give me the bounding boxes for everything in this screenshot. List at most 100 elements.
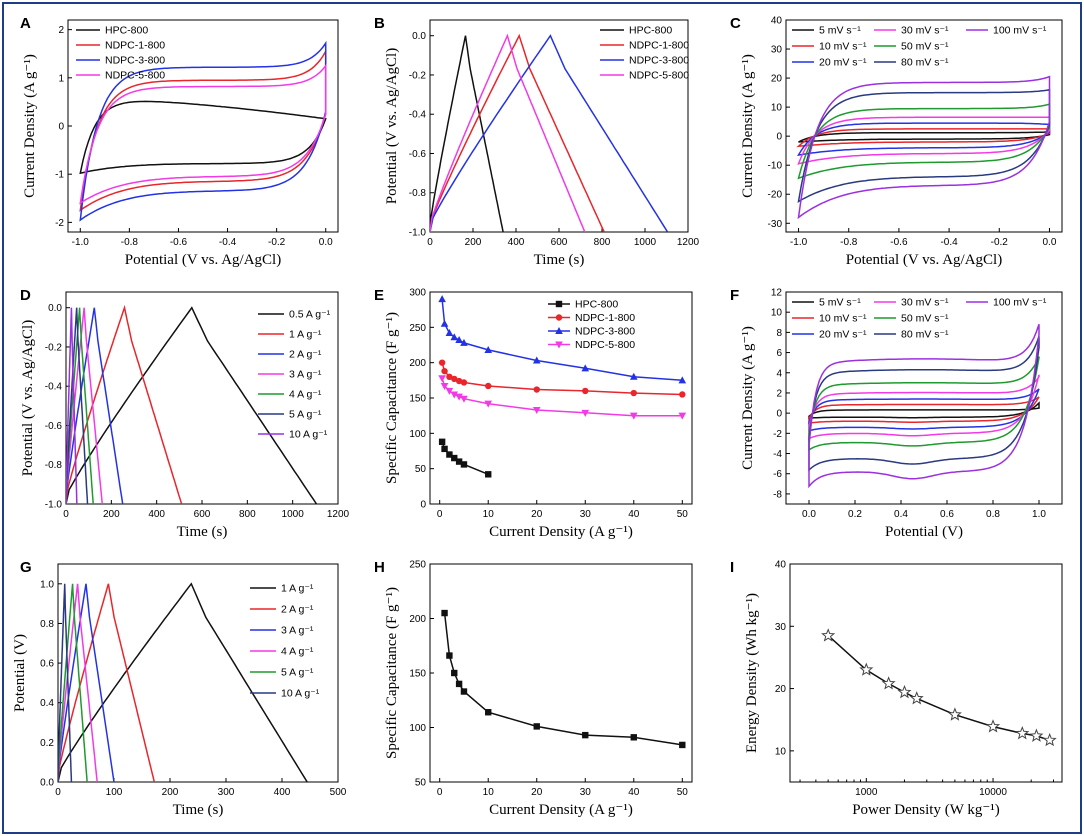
x-tick-label: 20 (531, 787, 543, 798)
data-point (630, 734, 637, 741)
data-point (985, 719, 1001, 733)
legend-label: NDPC-5-800 (629, 70, 689, 82)
legend-label: 5 mV s⁻¹ (819, 25, 861, 37)
series-line-0 (66, 306, 318, 504)
x-axis-label: Power Density (W kg⁻¹) (852, 802, 1000, 818)
y-tick-label: 100 (409, 429, 426, 440)
y-tick-label: 10 (771, 103, 783, 114)
series-group (430, 33, 669, 232)
legend-label: 5 A g⁻¹ (281, 667, 314, 679)
series-line-0 (441, 441, 489, 475)
series-line-3 (808, 374, 1040, 440)
series-line-1 (808, 396, 1040, 425)
x-tick-label: 1200 (677, 237, 700, 248)
legend-label: NDPC-5-800 (105, 70, 165, 82)
data-point (532, 356, 541, 364)
y-tick-label: 0.0 (48, 303, 62, 314)
legend: HPC-800 NDPC-1-800 NDPC-3-800 NDPC-5-800 (600, 25, 689, 82)
x-tick-label: -0.8 (840, 237, 858, 248)
panel-label-c: C (730, 15, 741, 32)
y-tick-label: -30 (768, 219, 783, 230)
legend: 0.5 A g⁻¹ 1 A g⁻¹ 2 A g⁻¹ 3 A g⁻¹ 4 A g⁻¹ 5 A… (258, 309, 331, 441)
x-axis-label: Current Density (A g⁻¹) (489, 802, 633, 818)
series-line-0 (827, 635, 1050, 742)
y-axis-label: Current Density (A g⁻¹) (740, 326, 756, 470)
y-axis-label: Specific Capacitance (F g⁻¹) (384, 587, 400, 759)
legend-label: 5 mV s⁻¹ (819, 297, 861, 309)
series-group (438, 295, 687, 478)
data-point (440, 382, 449, 390)
series-line-1 (441, 362, 683, 396)
series-line-3 (66, 307, 104, 504)
x-tick-label: 0 (55, 787, 61, 798)
y-tick-label: -0.4 (45, 382, 63, 393)
data-point (629, 412, 638, 420)
legend-label: 10 mV s⁻¹ (819, 41, 867, 53)
legend-label: 10 mV s⁻¹ (819, 313, 867, 325)
y-tick-label: 1 (58, 73, 64, 84)
x-tick-label: 500 (330, 787, 347, 798)
panel-label-i: I (730, 559, 734, 576)
data-point (629, 372, 638, 380)
y-tick-label: 0.0 (40, 778, 54, 789)
legend-label: HPC-800 (575, 299, 618, 311)
x-tick-label: 50 (677, 787, 689, 798)
panel-d: D 0 200 400 600 800 1000 1200 -1.0 -0.8 -0.6 -0.4 -… (18, 286, 358, 548)
data-point (460, 338, 468, 346)
legend-label: 80 mV s⁻¹ (901, 57, 949, 69)
data-point (450, 391, 459, 399)
x-tick-label: 30 (580, 509, 592, 520)
y-tick-label: 2 (776, 388, 782, 399)
legend-label: 20 mV s⁻¹ (819, 329, 867, 341)
plot-area-d: 0 200 400 600 800 1000 1200 -1.0 -0.8 -0.6 -0.4 -0.… (20, 291, 350, 540)
y-axis-label: Current Density (A g⁻¹) (22, 54, 38, 198)
x-tick-label: -1.0 (72, 237, 90, 248)
data-point (446, 652, 453, 659)
series-line-5 (66, 307, 89, 504)
data-point (484, 400, 493, 408)
plot-area-i: 1000 10000 10 20 30 40 Power Density (W kg⁻¹) E… (744, 560, 1063, 818)
series-line-3 (58, 583, 98, 782)
legend: HPC-800 NDPC-1-800 NDPC-3-800 NDPC-5-800 (76, 25, 165, 82)
legend-marker (555, 300, 563, 308)
y-axis-label: Potential (V vs. Ag/AgCl) (384, 48, 400, 204)
legend: 5 mV s⁻¹ 10 mV s⁻¹ 20 mV s⁻¹ 30 mV s⁻¹ 50 mV… (792, 297, 1047, 341)
x-tick-label: 0 (437, 787, 443, 798)
panel-label-h: H (374, 559, 385, 576)
data-point (460, 395, 468, 403)
x-tick-label: 200 (103, 509, 120, 520)
data-point (679, 391, 686, 398)
data-point (460, 688, 468, 695)
legend-label: HPC-800 (629, 25, 672, 37)
y-tick-label: 300 (409, 288, 426, 299)
chart-h: H 0 10 20 30 40 50 50 100 150 200 250 Current Densi… (374, 559, 693, 818)
series-line-6 (808, 324, 1040, 489)
data-point (582, 387, 589, 395)
legend-label: 80 mV s⁻¹ (901, 329, 949, 341)
series-line-2 (430, 34, 669, 232)
y-tick-label: 1.0 (40, 579, 54, 590)
y-tick-label: -1.0 (45, 500, 63, 511)
y-tick-label: -0.2 (45, 342, 63, 353)
legend-label: 3 A g⁻¹ (289, 369, 322, 381)
y-tick-label: -0.8 (409, 188, 427, 199)
panel-label-a: A (20, 15, 31, 32)
legend-label: 30 mV s⁻¹ (901, 297, 949, 309)
data-point (679, 741, 686, 749)
series-line-2 (66, 307, 124, 504)
x-axis-label: Potential (V vs. Ag/AgCl) (846, 252, 1002, 268)
x-tick-label: 600 (551, 237, 568, 248)
chart-c: C -1.0 -0.8 -0.6 -0.4 -0.2 0.0 -30 -20 -10 0 10 20 3… (730, 15, 1063, 268)
panel-i: I 1000 10000 10 20 30 40 Power Density (W kg⁻¹… (728, 558, 1074, 824)
x-tick-label: 0.0 (319, 237, 333, 248)
y-tick-label: 0.0 (412, 31, 426, 42)
data-point (451, 375, 458, 383)
data-point (1042, 732, 1057, 747)
data-point (678, 412, 687, 420)
data-point (445, 328, 454, 336)
x-tick-label: 1000 (855, 787, 878, 798)
x-tick-label: 100 (106, 787, 123, 798)
x-tick-label: 0.2 (848, 509, 862, 520)
x-tick-label: 0 (437, 509, 443, 520)
plot-area-g: 0 100 200 300 400 500 0.0 0.2 0.4 0.6 0.8 1.0 Time (… (12, 563, 347, 818)
